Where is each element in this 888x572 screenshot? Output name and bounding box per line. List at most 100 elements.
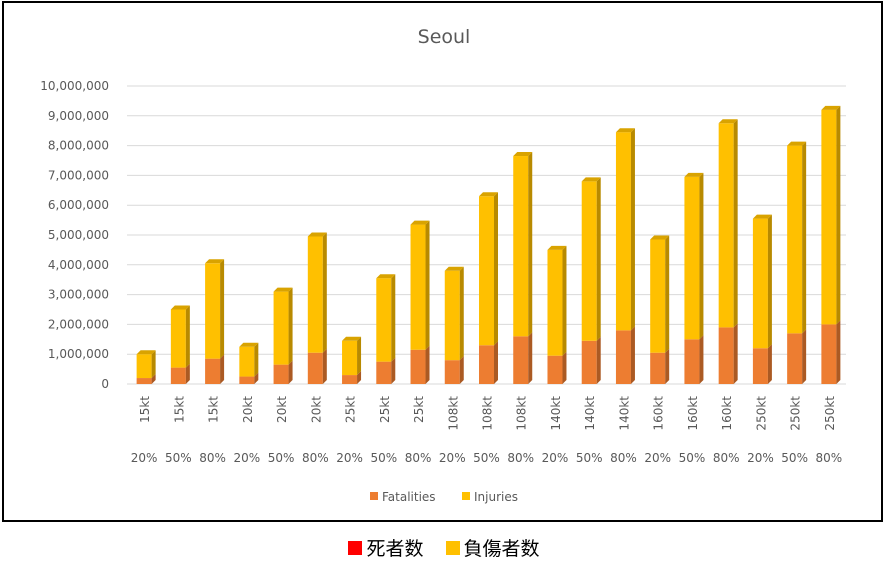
- x-tick-label-yield: 160kt: [720, 396, 734, 431]
- bar-side-fatalities: [528, 332, 533, 384]
- x-tick-label-percent: 80%: [199, 451, 226, 465]
- caption-label-fatalities: 死者数: [366, 538, 424, 560]
- bar-fatalities: [581, 340, 597, 384]
- x-tick-label-percent: 50%: [268, 451, 295, 465]
- bar-top-injuries: [787, 141, 807, 146]
- bar-top-injuries: [205, 259, 225, 264]
- x-tick-label-percent: 80%: [405, 451, 432, 465]
- x-tick-label-percent: 50%: [473, 451, 500, 465]
- bar-injuries: [752, 218, 768, 349]
- caption-swatch-injuries: [445, 540, 460, 555]
- bar-injuries: [581, 181, 597, 341]
- bar-fatalities: [684, 339, 700, 384]
- bar-injuries: [444, 270, 460, 361]
- bar-side-injuries: [425, 220, 430, 350]
- bars: [136, 105, 841, 384]
- y-tick-label: 8,000,000: [48, 139, 109, 153]
- bar-injuries: [376, 278, 392, 362]
- bar-stack: [650, 235, 670, 384]
- bar-side-injuries: [459, 266, 464, 361]
- bar-fatalities: [752, 348, 768, 384]
- bar-stack: [307, 232, 327, 384]
- x-tick-label-yield: 140kt: [583, 396, 597, 431]
- bar-stack: [205, 259, 225, 384]
- x-tick-label-yield: 108kt: [481, 396, 495, 431]
- bar-side-injuries: [220, 259, 225, 359]
- x-tick-label-percent: 20%: [439, 451, 466, 465]
- x-tick-label-percent: 50%: [165, 451, 192, 465]
- bar-stack: [581, 177, 601, 384]
- x-tick-label-percent: 50%: [679, 451, 706, 465]
- y-tick-label: 3,000,000: [48, 288, 109, 302]
- x-tick-label-yield: 140kt: [617, 396, 631, 431]
- chart-title: Seoul: [418, 26, 471, 48]
- y-tick-label: 1,000,000: [48, 347, 109, 361]
- x-tick-label-yield: 108kt: [515, 396, 529, 431]
- bar-side-injuries: [802, 141, 807, 334]
- bar-injuries: [170, 309, 186, 368]
- bar-top-injuries: [479, 192, 498, 197]
- x-tick-label-percent: 20%: [644, 451, 671, 465]
- bar-side-injuries: [254, 342, 259, 377]
- bar-side-fatalities: [562, 351, 567, 384]
- x-tick-label-yield: 250kt: [754, 396, 768, 431]
- bar-stack: [513, 152, 533, 384]
- bar-side-fatalities: [322, 348, 327, 384]
- x-axis-ticks: 15kt 20% 15kt 50% 15kt 80% 20kt 20% 20kt 50% 20kt 8…: [131, 396, 842, 465]
- bar-side-fatalities: [220, 354, 225, 384]
- legend-swatch-injuries: [462, 492, 470, 500]
- bar-injuries: [273, 291, 289, 365]
- bar-side-fatalities: [459, 356, 464, 384]
- x-tick-label-percent: 20%: [542, 451, 569, 465]
- x-tick-label-yield: 25kt: [344, 396, 358, 423]
- bar-side-injuries: [322, 232, 327, 353]
- y-tick-label: 2,000,000: [48, 317, 109, 331]
- y-tick-label: 0: [101, 377, 109, 391]
- caption-swatch-fatalities: [348, 540, 363, 555]
- bar-top-injuries: [410, 220, 430, 225]
- y-tick-label: 10,000,000: [40, 79, 109, 93]
- bar-stack: [615, 128, 635, 384]
- x-tick-label-yield: 20kt: [241, 396, 255, 423]
- x-tick-label-percent: 20%: [336, 451, 363, 465]
- bar-top-injuries: [650, 235, 670, 240]
- x-tick-label-yield: 140kt: [549, 396, 563, 431]
- bar-injuries: [615, 132, 631, 331]
- bar-injuries: [410, 224, 426, 350]
- bar-fatalities: [376, 361, 392, 384]
- x-tick-label-yield: 160kt: [652, 396, 666, 431]
- bar-fatalities: [239, 376, 255, 384]
- caption-item-fatalities: 死者数: [348, 534, 423, 561]
- bar-injuries: [479, 196, 494, 346]
- bar-fatalities: [650, 352, 666, 384]
- x-tick-label-percent: 50%: [576, 451, 603, 465]
- bar-fatalities: [444, 360, 460, 384]
- bar-injuries: [342, 340, 358, 376]
- caption-label-injuries: 負傷者数: [463, 538, 540, 560]
- bar-top-injuries: [581, 177, 601, 182]
- bar-stack: [821, 105, 841, 384]
- x-tick-label-percent: 80%: [713, 451, 740, 465]
- bar-fatalities: [547, 355, 563, 384]
- bar-side-fatalities: [357, 371, 362, 384]
- bar-stack: [787, 141, 807, 384]
- bar-stack: [410, 220, 430, 384]
- bar-injuries: [718, 123, 734, 328]
- bar-fatalities: [273, 364, 289, 384]
- bar-top-injuries: [752, 214, 772, 219]
- x-tick-label-yield: 15kt: [207, 396, 221, 423]
- bar-top-injuries: [718, 119, 738, 124]
- bar-injuries: [513, 156, 529, 337]
- legend-label-injuries: Injuries: [474, 490, 518, 504]
- bar-fatalities: [615, 330, 631, 384]
- bar-injuries: [239, 346, 255, 377]
- bar-fatalities: [410, 349, 426, 384]
- bar-side-fatalities: [836, 320, 841, 384]
- x-tick-label-yield: 20kt: [275, 396, 289, 423]
- y-tick-label: 7,000,000: [48, 168, 109, 182]
- x-tick-label-yield: 160kt: [686, 396, 700, 431]
- bar-side-fatalities: [391, 357, 396, 384]
- x-tick-label-percent: 80%: [610, 451, 637, 465]
- bar-stack: [547, 245, 567, 384]
